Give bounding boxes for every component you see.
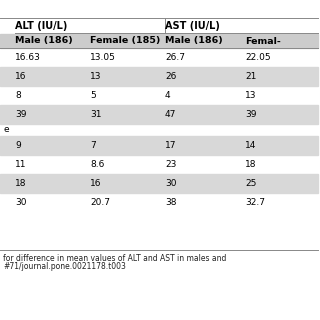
Text: 4: 4 — [165, 91, 171, 100]
Text: for difference in mean values of ALT and AST in males and: for difference in mean values of ALT and… — [3, 254, 226, 263]
Text: ALT (IU/L): ALT (IU/L) — [15, 21, 68, 31]
Text: 13: 13 — [245, 91, 257, 100]
Text: 8: 8 — [15, 91, 21, 100]
Text: 18: 18 — [245, 160, 257, 169]
Text: #71/journal.pone.0021178.t003: #71/journal.pone.0021178.t003 — [3, 262, 126, 271]
Bar — [0, 105, 318, 124]
Bar — [0, 34, 318, 48]
Text: 23: 23 — [165, 160, 176, 169]
Text: 7: 7 — [90, 141, 96, 150]
Text: 16: 16 — [15, 72, 27, 81]
Text: 32.7: 32.7 — [245, 198, 265, 207]
Text: 18: 18 — [15, 179, 27, 188]
Text: e: e — [3, 125, 9, 134]
Text: Male (186): Male (186) — [15, 36, 73, 45]
Text: 30: 30 — [165, 179, 177, 188]
Text: 21: 21 — [245, 72, 256, 81]
Text: 9: 9 — [15, 141, 21, 150]
Text: 39: 39 — [15, 110, 27, 119]
Text: 13: 13 — [90, 72, 101, 81]
Text: Male (186): Male (186) — [165, 36, 223, 45]
Text: 16.63: 16.63 — [15, 53, 41, 62]
Text: 5: 5 — [90, 91, 96, 100]
Text: Female (185): Female (185) — [90, 36, 160, 45]
Text: 47: 47 — [165, 110, 176, 119]
Bar — [0, 174, 318, 193]
Text: 25: 25 — [245, 179, 256, 188]
Bar — [0, 136, 318, 155]
Text: Femal-: Femal- — [245, 36, 281, 45]
Text: 11: 11 — [15, 160, 27, 169]
Text: 30: 30 — [15, 198, 27, 207]
Text: 31: 31 — [90, 110, 101, 119]
Text: 14: 14 — [245, 141, 256, 150]
Text: 17: 17 — [165, 141, 177, 150]
Text: 13.05: 13.05 — [90, 53, 116, 62]
Text: 26: 26 — [165, 72, 176, 81]
Text: AST (IU/L): AST (IU/L) — [165, 21, 220, 31]
Text: 8.6: 8.6 — [90, 160, 104, 169]
Text: 20.7: 20.7 — [90, 198, 110, 207]
Text: 22.05: 22.05 — [245, 53, 271, 62]
Bar — [0, 67, 318, 86]
Text: 39: 39 — [245, 110, 257, 119]
Text: 38: 38 — [165, 198, 177, 207]
Text: 26.7: 26.7 — [165, 53, 185, 62]
Text: 16: 16 — [90, 179, 101, 188]
